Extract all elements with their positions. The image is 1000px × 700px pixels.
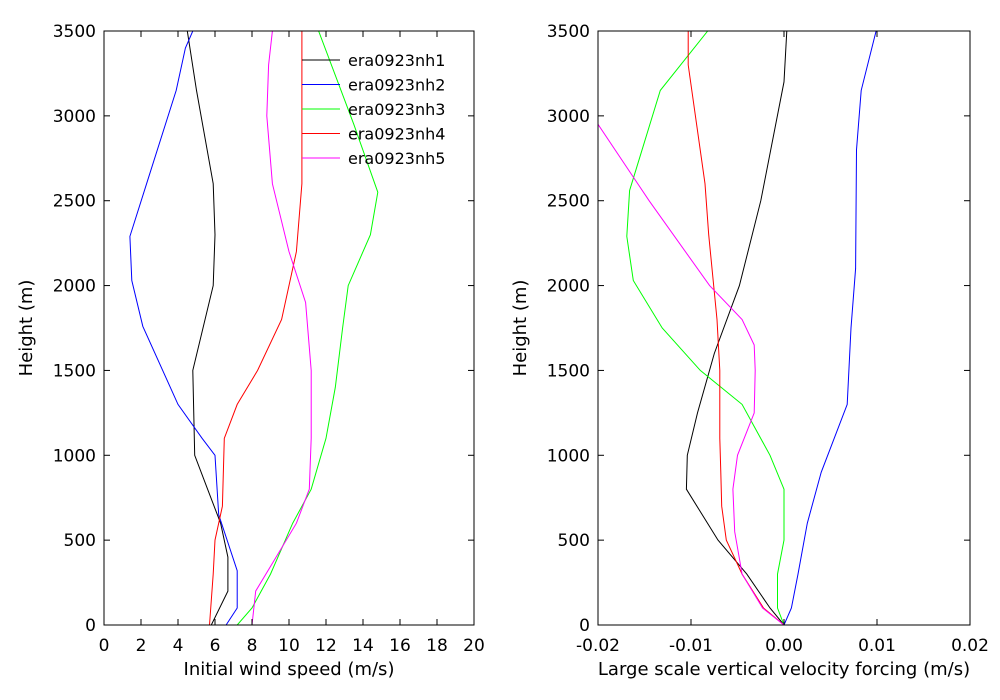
y-tick-label: 3000 — [547, 107, 590, 127]
y-tick-label: 2000 — [547, 277, 590, 297]
y-tick-label: 2500 — [53, 192, 96, 212]
y-tick-label: 3000 — [53, 107, 96, 127]
chart-vertical-velocity-forcing: -0.02 -0.01 0.00 0.01 0.02 0 500 1000 1500 2000 25… — [510, 22, 989, 680]
series-line-era0923nh3 — [626, 31, 785, 625]
series-group — [598, 31, 877, 625]
series-line-era0923nh2 — [129, 31, 238, 625]
x-tick-label: 2 — [136, 636, 147, 656]
legend-label: era0923nh2 — [348, 76, 445, 95]
series-line-era0923nh4 — [209, 31, 303, 625]
y-tick-label: 2500 — [547, 192, 590, 212]
x-axis-label: Large scale vertical velocity forcing (m… — [598, 659, 970, 680]
x-axis-label: Initial wind speed (m/s) — [184, 659, 395, 680]
x-tick-label: 20 — [463, 636, 485, 656]
x-tick-label: 16 — [389, 636, 411, 656]
x-tick-label: 12 — [315, 636, 337, 656]
y-tick-label: 3500 — [53, 22, 96, 42]
y-tick-label: 0 — [579, 616, 590, 636]
legend-label: era0923nh5 — [348, 149, 445, 168]
x-tick-label: 6 — [210, 636, 221, 656]
y-tick-label: 1000 — [547, 446, 590, 466]
x-tick-label: -0.02 — [576, 636, 620, 656]
series-line-era0923nh4 — [687, 31, 785, 625]
x-tick-label: 0 — [99, 636, 110, 656]
series-group — [129, 31, 379, 625]
x-tick-label: 0.00 — [765, 636, 803, 656]
x-tick-label: 8 — [247, 636, 258, 656]
x-tick-label: -0.01 — [669, 636, 713, 656]
series-line-era0923nh5 — [598, 124, 785, 625]
y-tick-label: 1000 — [53, 446, 96, 466]
series-line-era0923nh5 — [251, 31, 312, 625]
x-tick-label: 10 — [278, 636, 300, 656]
series-line-era0923nh2 — [783, 31, 877, 625]
legend-label: era0923nh4 — [348, 125, 445, 144]
series-line-era0923nh1 — [186, 31, 229, 625]
y-tick-label: 1500 — [53, 361, 96, 381]
legend: era0923nh1 era0923nh2 era0923nh3 era0923nh4… — [302, 51, 445, 168]
series-line-era0923nh3 — [236, 31, 379, 625]
y-tick-label: 3500 — [547, 22, 590, 42]
y-axis-label: Height (m) — [16, 280, 37, 377]
x-tick-label: 14 — [352, 636, 374, 656]
y-axis-label: Height (m) — [510, 280, 531, 377]
x-tick-label: 4 — [173, 636, 184, 656]
y-tick-label: 500 — [64, 531, 96, 551]
y-tick-label: 2000 — [53, 277, 96, 297]
legend-label: era0923nh1 — [348, 51, 445, 70]
x-tick-label: 0.02 — [951, 636, 989, 656]
series-line-era0923nh1 — [685, 31, 788, 625]
y-tick-label: 1500 — [547, 361, 590, 381]
y-tick-label: 500 — [558, 531, 590, 551]
y-tick-label: 0 — [85, 616, 96, 636]
x-tick-label: 18 — [426, 636, 448, 656]
legend-label: era0923nh3 — [348, 100, 445, 119]
chart-initial-wind-speed: 0 2 4 6 8 10 12 14 16 18 20 0 500 1000 1500 2000 2500 300… — [16, 22, 485, 680]
x-tick-label: 0.01 — [858, 636, 896, 656]
